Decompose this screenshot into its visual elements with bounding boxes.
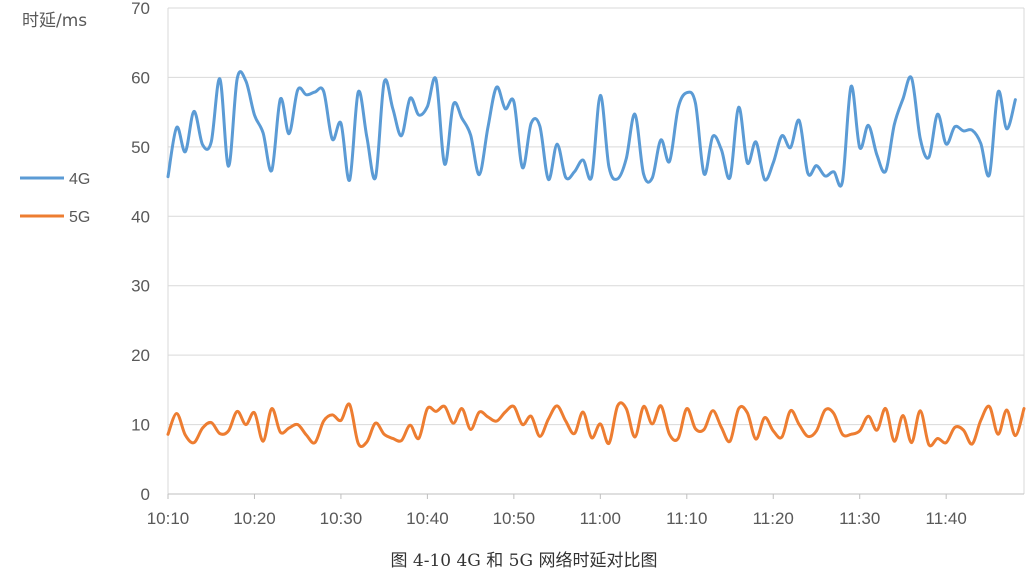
y-tick-label: 10 xyxy=(131,416,150,435)
x-tick-label: 10:50 xyxy=(493,509,536,528)
x-tick-label: 11:10 xyxy=(666,509,707,528)
series-lines xyxy=(166,70,1026,448)
y-tick-label: 40 xyxy=(131,207,150,226)
x-tick-label: 10:20 xyxy=(233,509,276,528)
axes: 0 10 20 30 40 50 60 70 10:10 10:20 10:30 10:40 10:50… xyxy=(131,0,1024,528)
y-tick-label: 30 xyxy=(131,277,150,296)
x-tick-label: 11:00 xyxy=(580,509,621,528)
legend-label-4g: 4G xyxy=(69,171,90,188)
y-tick-label: 0 xyxy=(141,485,150,504)
x-tick-label: 11:20 xyxy=(753,509,794,528)
y-tick-label: 50 xyxy=(131,138,150,157)
x-tick-label: 10:40 xyxy=(406,509,449,528)
y-tick-label: 70 xyxy=(131,0,150,18)
y-axis-label: 时延/ms xyxy=(22,11,87,31)
legend: 4G 5G xyxy=(20,171,90,226)
y-tick-label: 60 xyxy=(131,68,150,87)
series-line-5g xyxy=(166,401,1026,448)
chart-caption: 图 4-10 4G 和 5G 网络时延对比图 xyxy=(390,551,657,571)
y-tick-label: 20 xyxy=(131,346,150,365)
x-tick-label: 10:10 xyxy=(147,509,190,528)
x-tick-label: 10:30 xyxy=(320,509,363,528)
legend-label-5g: 5G xyxy=(69,209,90,226)
gridlines xyxy=(167,7,1025,494)
x-tick-label: 11:40 xyxy=(926,509,967,528)
x-tick-label: 11:30 xyxy=(839,509,880,528)
series-line-4g xyxy=(166,70,1017,188)
